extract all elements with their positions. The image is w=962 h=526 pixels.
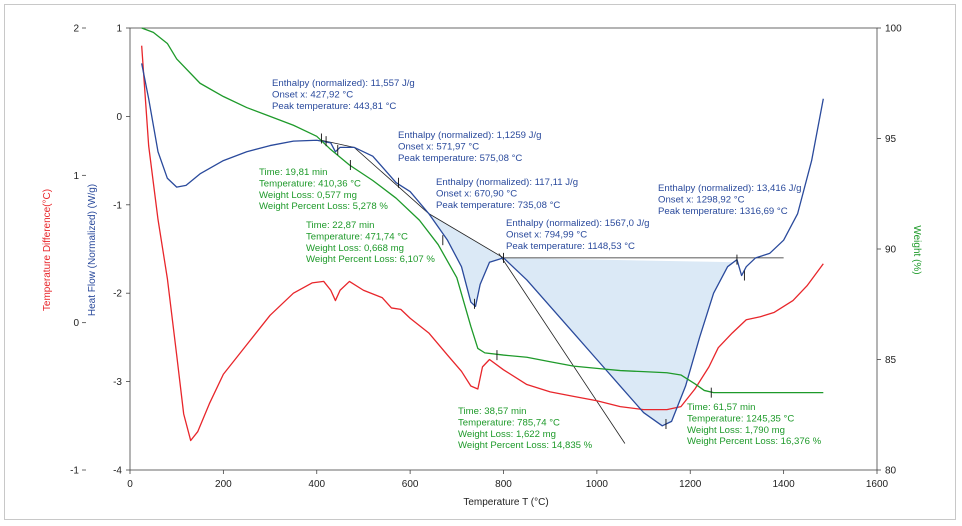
baseline-line bbox=[428, 213, 504, 259]
heat-flow-tick-label: -2 bbox=[113, 289, 122, 300]
annotation-line-w3: Weight Percent Loss: 14,835 % bbox=[458, 440, 593, 451]
annotation-line-a3: Enthalpy (normalized): 117,11 J/g bbox=[436, 177, 578, 188]
figure-frame bbox=[4, 4, 956, 520]
temperature-difference-tick-label: 0 bbox=[73, 318, 79, 329]
heat-flow-tick-label: -3 bbox=[113, 377, 122, 388]
temperature-difference-line bbox=[141, 45, 824, 442]
annotation-line-a5: Peak temperature: 1316,69 °C bbox=[658, 206, 788, 217]
annotation-line-a4: Enthalpy (normalized): 1567,0 J/g bbox=[506, 218, 649, 229]
annotation-line-w4: Weight Percent Loss: 16,376 % bbox=[687, 436, 822, 447]
weight-tick-label: 100 bbox=[885, 24, 902, 35]
baseline-line bbox=[321, 139, 355, 148]
annotation-line-w3: Weight Loss: 1,622 mg bbox=[458, 429, 556, 440]
annotation-line-w4: Weight Loss: 1,790 mg bbox=[687, 425, 785, 436]
x-tick-label: 1400 bbox=[773, 479, 796, 490]
axes: 0 200 400 600 800 1000 1200 1400 1600 2 1 0 -1 1 0 -1 -2… bbox=[70, 24, 902, 491]
annotation-line-w1: Time: 19,81 min bbox=[259, 167, 327, 178]
x-tick-label: 200 bbox=[215, 479, 232, 490]
heat-flow-tick-label: 1 bbox=[116, 24, 122, 35]
annotation-line-a2: Enthalpy (normalized): 1,1259 J/g bbox=[398, 130, 541, 141]
baseline-line bbox=[498, 253, 626, 444]
heat-flow-tick-label: -4 bbox=[113, 466, 122, 477]
annotation-line-a1: Enthalpy (normalized): 11,557 J/g bbox=[272, 78, 415, 89]
weight-tick-label: 90 bbox=[885, 245, 897, 256]
x-tick-label: 1600 bbox=[866, 479, 889, 490]
annotation-line-w1: Weight Loss: 0,577 mg bbox=[259, 190, 357, 201]
heat-flow-tick-label: -1 bbox=[113, 200, 122, 211]
series-layer bbox=[141, 27, 824, 442]
temperature-difference-tick-label: 2 bbox=[73, 24, 79, 35]
x-tick-label: 0 bbox=[127, 479, 133, 490]
x-tick-label: 600 bbox=[402, 479, 419, 490]
temperature-difference-tick-label: 1 bbox=[73, 171, 79, 182]
right-axis-label-weight: Weight (%) bbox=[911, 225, 922, 274]
annotation-line-a4: Onset x: 794,99 °C bbox=[506, 229, 587, 240]
annotation-line-w2: Temperature: 471,74 °C bbox=[306, 231, 408, 242]
annotation-line-w4: Temperature: 1245,35 °C bbox=[687, 413, 794, 424]
left-axis-label-heat-flow: Heat Flow (Normalized) (W/g) bbox=[87, 184, 98, 316]
x-tick-label: 1000 bbox=[586, 479, 609, 490]
annotation-line-w3: Time: 38,57 min bbox=[458, 406, 526, 417]
x-axis-label: Temperature T (°C) bbox=[463, 497, 548, 508]
heat-flow-line bbox=[141, 63, 824, 427]
plot-area bbox=[129, 27, 878, 471]
annotation-line-a2: Onset x: 571,97 °C bbox=[398, 141, 479, 152]
annotation-line-w4: Time: 61,57 min bbox=[687, 402, 755, 413]
weight-line bbox=[141, 27, 824, 394]
x-tick-label: 1200 bbox=[679, 479, 702, 490]
annotation-line-a1: Peak temperature: 443,81 °C bbox=[272, 101, 396, 112]
annotation-line-a4: Peak temperature: 1148,53 °C bbox=[506, 241, 635, 252]
annotation-line-w3: Temperature: 785,74 °C bbox=[458, 417, 560, 428]
plot-border bbox=[129, 27, 878, 471]
left-axis-label-temperature-difference: Temperature Difference(°C) bbox=[42, 189, 53, 311]
temperature-difference-tick-label: -1 bbox=[70, 466, 79, 477]
annotation-line-w2: Time: 22,87 min bbox=[306, 220, 374, 231]
annotation-line-a3: Onset x: 670,90 °C bbox=[436, 188, 517, 199]
weight-tick-label: 85 bbox=[885, 355, 897, 366]
annotation-line-w2: Weight Percent Loss: 6,107 % bbox=[306, 254, 435, 265]
weight-tick-label: 95 bbox=[885, 134, 897, 145]
annotation-line-a3: Peak temperature: 735,08 °C bbox=[436, 200, 560, 211]
annotation-line-w1: Temperature: 410,36 °C bbox=[259, 178, 361, 189]
annotation-line-w2: Weight Loss: 0,668 mg bbox=[306, 243, 404, 254]
baseline-line bbox=[353, 147, 430, 214]
annotation-line-a2: Peak temperature: 575,08 °C bbox=[398, 153, 522, 164]
annotation-line-a5: Enthalpy (normalized): 13,416 J/g bbox=[658, 183, 801, 194]
x-tick-label: 400 bbox=[308, 479, 325, 490]
heat-flow-tick-label: 0 bbox=[116, 112, 122, 123]
annotation-line-a1: Onset x: 427,92 °C bbox=[272, 89, 353, 100]
x-tick-label: 800 bbox=[495, 479, 512, 490]
peak-markers bbox=[320, 133, 745, 430]
weight-tick-label: 80 bbox=[885, 466, 897, 477]
annotation-line-w1: Weight Percent Loss: 5,278 % bbox=[259, 201, 388, 212]
annotation-line-a5: Onset x: 1298,92 °C bbox=[658, 194, 745, 205]
